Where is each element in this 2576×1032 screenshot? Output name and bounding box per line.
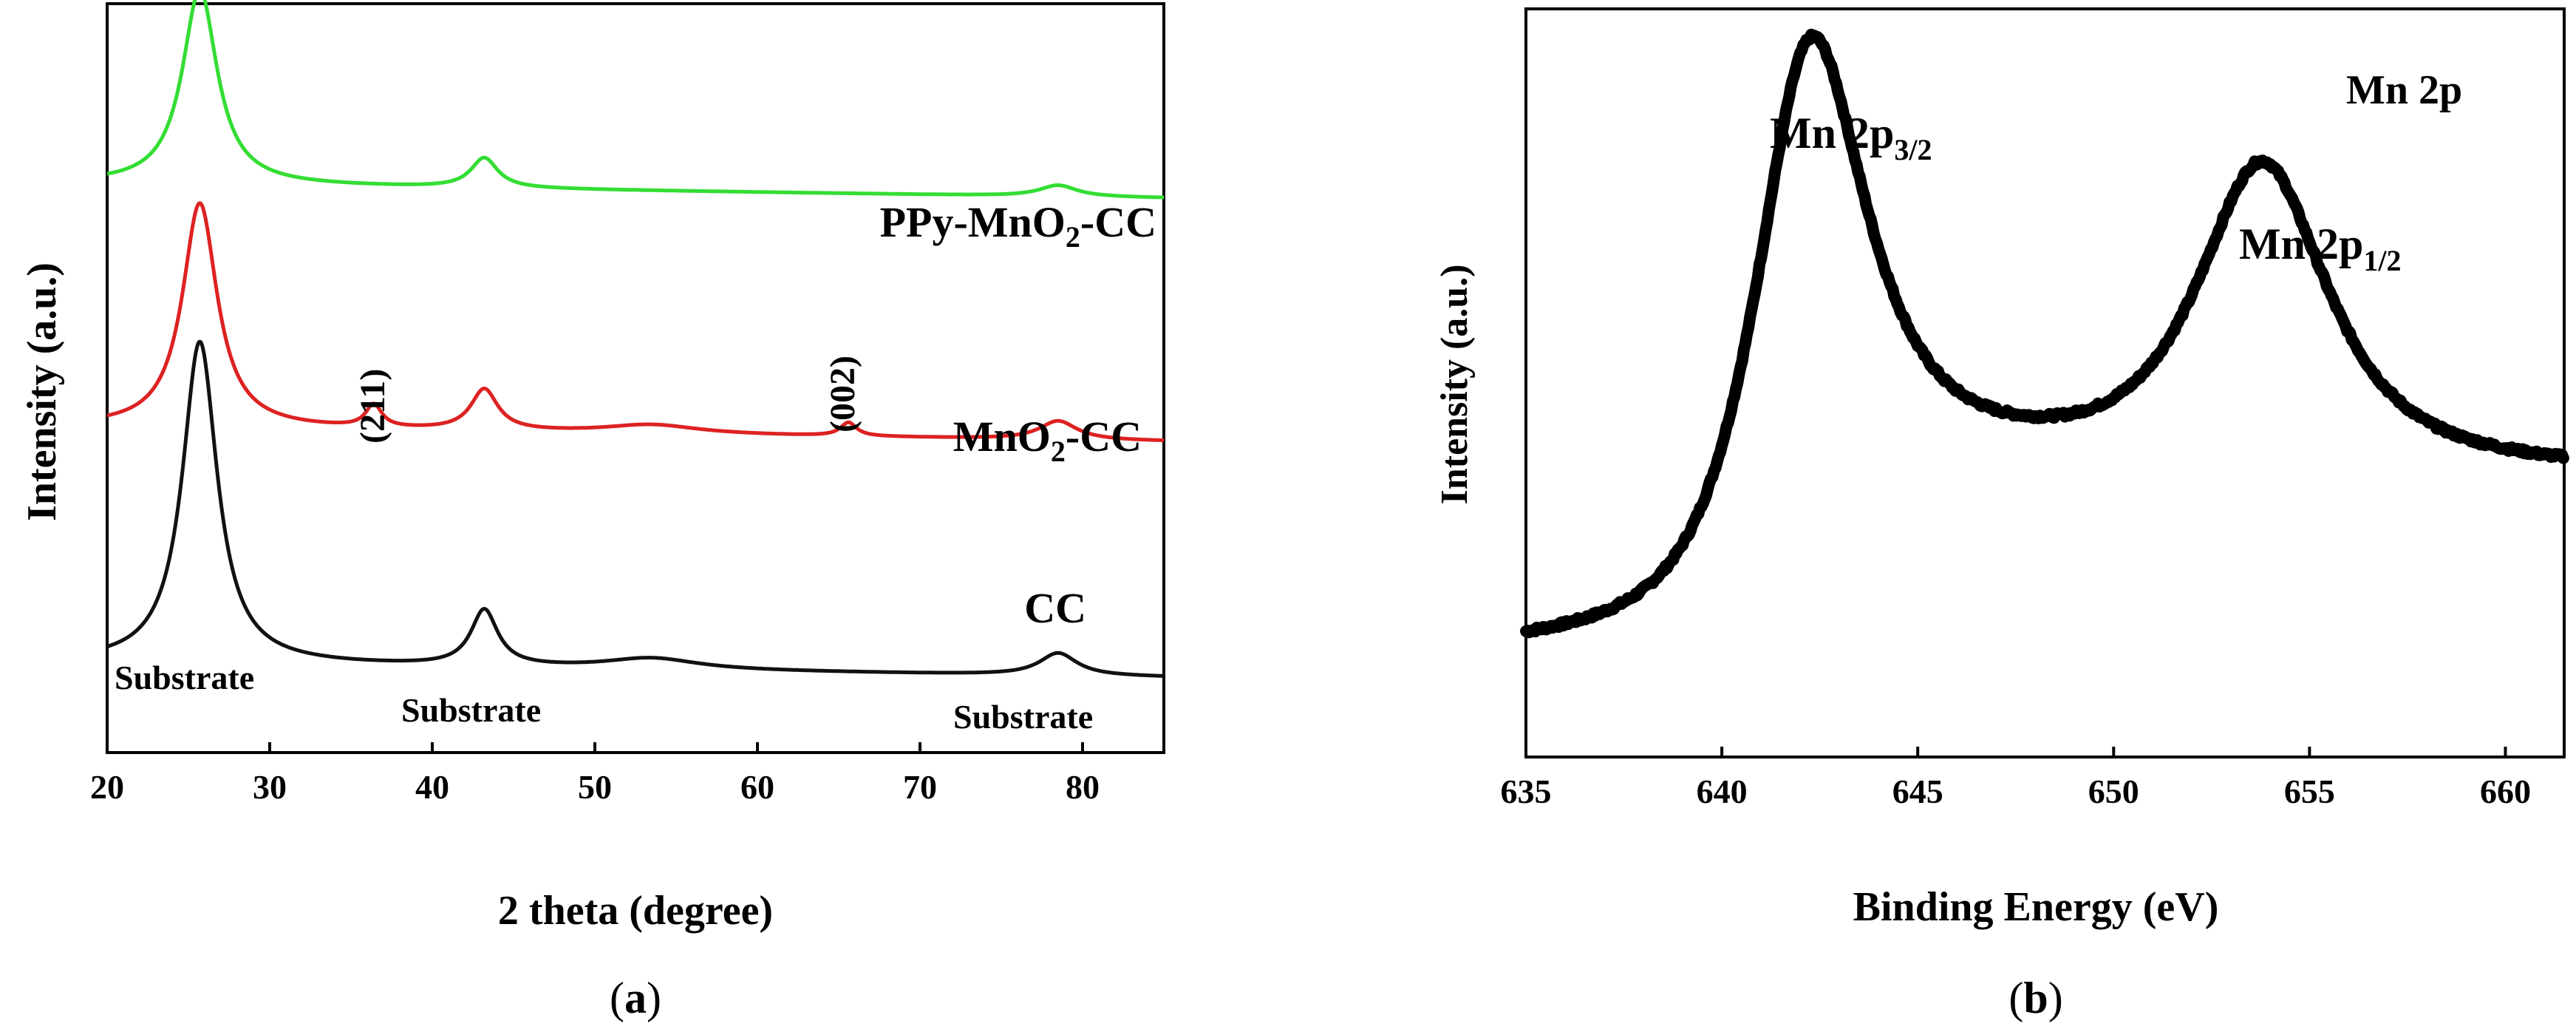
series-label-mno2-cc: MnO2-CC [953, 413, 1142, 468]
series-line-mno2-cc [106, 201, 1165, 443]
annotation-mn-2p-3-2: Mn 2p3/2 [1770, 109, 1932, 166]
x-tick-label-40: 40 [415, 768, 449, 806]
x-axis-ticks-b: 635 640 645 650 655 660 [1501, 747, 2531, 810]
annotation-substrate-1: Substrate [115, 659, 254, 696]
annotation-mn-2p-1-2: Mn 2p1/2 [2239, 220, 2402, 277]
x-tick-label-650: 650 [2088, 773, 2139, 810]
annotation-mn-2p-1-2-main: Mn 2p [2239, 220, 2363, 268]
annotation-mn-2p-3-2-main: Mn 2p [1770, 109, 1894, 157]
panel-a-xrd-chart: 20 30 40 50 60 70 80 2 theta (degree) Intensit… [19, 0, 1165, 1022]
annotation-mn-2p-3-2-sub: 3/2 [1894, 133, 1932, 166]
series-label-mno2-sub: 2 [1051, 435, 1066, 468]
series-label-ppy-main: PPy-MnO [880, 198, 1066, 246]
y-axis-label-a: Intensity (a.u.) [19, 262, 65, 521]
panel-label-a: (a) [610, 974, 661, 1022]
plot-frame-b [1524, 7, 2566, 758]
x-tick-label-80: 80 [1066, 768, 1100, 806]
series-line-ppy-mno2-cc [106, 0, 1165, 200]
chart-title-b: Mn 2p [2346, 67, 2462, 113]
x-axis-ticks-a: 20 30 40 50 60 70 80 [90, 742, 1100, 806]
series-label-cc: CC [1024, 584, 1086, 632]
series-label-ppy-tail: -CC [1080, 198, 1156, 246]
series-label-mno2-tail: -CC [1066, 413, 1142, 461]
series-group-b [1520, 28, 2569, 639]
x-tick-label-660: 660 [2480, 773, 2531, 810]
annotation-002: (002) [823, 356, 862, 432]
series-label-ppy-sub: 2 [1066, 220, 1080, 254]
x-tick-label-60: 60 [740, 768, 774, 806]
x-axis-label-a: 2 theta (degree) [498, 888, 773, 934]
x-tick-label-20: 20 [90, 768, 124, 806]
panel-label-b: (b) [2008, 974, 2062, 1022]
annotation-mn-2p-1-2-sub: 1/2 [2363, 244, 2401, 277]
panel-b-xps-chart: 635 640 645 650 655 660 Binding Energy (eV) I… [1434, 7, 2569, 1022]
series-label-ppy-mno2-cc: PPy-MnO2-CC [880, 198, 1156, 254]
series-line-cc [106, 339, 1165, 678]
x-tick-label-635: 635 [1501, 773, 1552, 810]
x-axis-label-b: Binding Energy (eV) [1853, 884, 2219, 930]
panel-letter-b: b [2023, 974, 2048, 1022]
x-tick-label-645: 645 [1892, 773, 1943, 810]
annotation-substrate-3: Substrate [953, 698, 1093, 736]
x-tick-label-655: 655 [2284, 773, 2335, 810]
x-tick-label-640: 640 [1697, 773, 1748, 810]
annotation-substrate-2: Substrate [401, 691, 541, 729]
panel-letter-a: a [624, 974, 647, 1022]
series-label-mno2-main: MnO [953, 413, 1051, 461]
x-tick-label-50: 50 [578, 768, 612, 806]
series-line-mn-2p [1520, 28, 2569, 639]
series-group-a [106, 0, 1165, 678]
plot-frame-a [106, 2, 1165, 754]
x-tick-label-70: 70 [903, 768, 937, 806]
x-tick-label-30: 30 [253, 768, 287, 806]
y-axis-label-b: Intensity (a.u.) [1434, 264, 1476, 504]
annotation-211: (211) [353, 369, 392, 444]
